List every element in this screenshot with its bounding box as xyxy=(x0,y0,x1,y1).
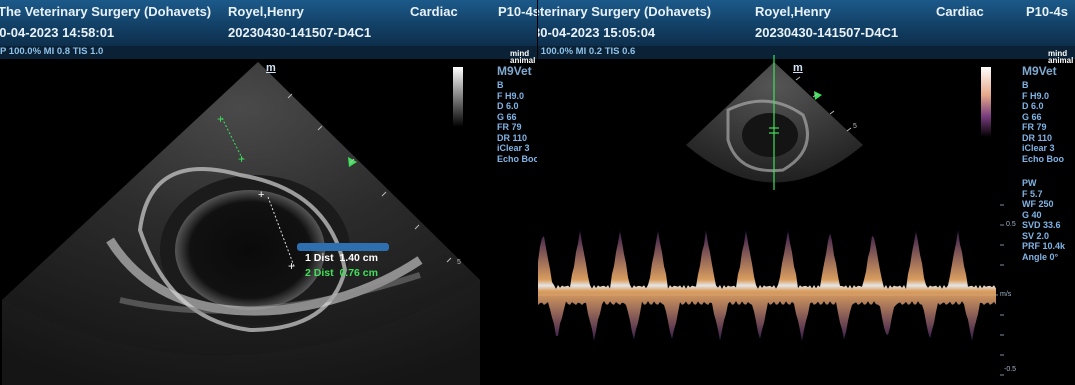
measurement-1: 1 Dist 1.40 cm xyxy=(305,252,378,264)
right-header-bar: The Veterinary Surgery (Dohavets) Royel,… xyxy=(538,0,1075,46)
heart-wall xyxy=(137,167,348,333)
left-ultrasound-panel: The Veterinary Surgery (Dohavets) Royel,… xyxy=(0,0,537,385)
probe-name: P10-4s xyxy=(1026,4,1068,19)
svg-text:+: + xyxy=(258,189,264,201)
left-status-bar: P 100.0% MI 0.8 TIS 1.0 xyxy=(0,46,537,59)
acoustic-output-status: P 100.0% MI 0.8 TIS 1.0 xyxy=(0,46,104,57)
exam-datetime: 30-04-2023 15:05:04 xyxy=(538,25,656,40)
brand-logo: mind animal xyxy=(1048,49,1074,65)
exam-datetime: 30-04-2023 14:58:01 xyxy=(0,25,115,40)
imaging-params: B F H9.0 D 6.0 G 66 FR 79 DR 110 iClear … xyxy=(497,80,537,164)
grayscale-bar xyxy=(453,67,463,127)
orientation-marker: m xyxy=(266,62,276,74)
scale-unit-label: m/s xyxy=(1000,291,1012,298)
measurement-2-label: Dist xyxy=(313,267,334,279)
acoustic-output-status: P 100.0% MI 0.2 TIS 0.6 xyxy=(538,46,636,57)
imaging-params: B F H9.0 D 6.0 G 66 FR 79 DR 110 iClear … xyxy=(1022,80,1064,164)
measurement-1-label: Dist xyxy=(313,252,334,264)
right-ultrasound-panel: The Veterinary Surgery (Dohavets) Royel,… xyxy=(538,0,1075,385)
measurement-2-index: 2 xyxy=(305,267,311,279)
right-status-bar: P 100.0% MI 0.2 TIS 0.6 xyxy=(538,46,1075,59)
svg-text:+: + xyxy=(288,259,295,273)
study-id: 20230430-141507-D4C1 xyxy=(755,25,899,40)
pw-doppler-params: PW F 5.7 WF 250 G 40 SVD 33.6 SV 2.0 PRF… xyxy=(1022,178,1066,262)
clinic-name: The Veterinary Surgery (Dohavets) xyxy=(538,4,712,19)
orientation-marker: m xyxy=(793,62,803,74)
patient-name: Royel,Henry xyxy=(755,4,831,19)
exam-type: Cardiac xyxy=(936,4,984,19)
measurement-2-value: 0.76 cm xyxy=(339,267,378,279)
clinic-name: The Veterinary Surgery (Dohavets) xyxy=(0,4,212,19)
model-name: M9Vet xyxy=(1022,64,1057,78)
measurement-1-index: 1 xyxy=(305,252,311,264)
doppler-color-bar xyxy=(981,67,991,137)
left-header-bar: The Veterinary Surgery (Dohavets) Royel,… xyxy=(0,0,537,46)
model-name: M9Vet xyxy=(497,64,532,78)
measurement-1-value: 1.40 cm xyxy=(339,252,378,264)
doppler-spectrum xyxy=(538,230,996,341)
scale-top-label: 0.5 xyxy=(1006,221,1016,228)
scale-bottom-label: -0.5 xyxy=(1004,366,1017,373)
study-id: 20230430-141507-D4C1 xyxy=(228,25,372,40)
svg-text:+: + xyxy=(217,112,224,126)
doppler-waveform xyxy=(538,230,996,341)
svg-text:+: + xyxy=(238,152,245,166)
svg-text:5: 5 xyxy=(457,259,461,266)
exam-type: Cardiac xyxy=(410,4,458,19)
left-bmode-image: + + + + 5 xyxy=(2,62,480,385)
brand-logo: mind animal xyxy=(510,49,536,65)
right-bmode-doppler-image: 5 xyxy=(538,55,1004,385)
patient-name: Royel,Henry xyxy=(228,4,304,19)
measurement-2: 2 Dist 0.76 cm xyxy=(305,267,378,279)
svg-text:5: 5 xyxy=(853,123,857,130)
probe-name: P10-4s xyxy=(498,4,537,19)
